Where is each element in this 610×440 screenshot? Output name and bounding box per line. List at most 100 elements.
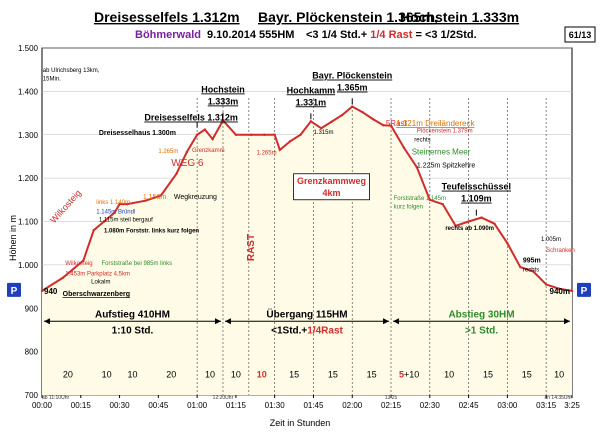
phase-title: Übergang 115HM [266, 307, 347, 320]
y-tick-label: 1.500 [18, 44, 39, 53]
segment-minutes: 20 [63, 370, 73, 380]
profile-point [113, 211, 116, 215]
y-tick-label: 1.400 [18, 87, 39, 96]
profile-point [250, 133, 253, 136]
segment-minutes: 20 [166, 370, 176, 380]
profile-point [320, 127, 323, 130]
y-tick-label: 700 [25, 391, 39, 400]
profile-point [175, 172, 178, 175]
peak-name: Hochstein [201, 84, 245, 94]
peak-elevation: 1.333m [208, 96, 239, 106]
segment-minutes: 10 [444, 370, 454, 380]
annotation: Forststraße 1.145m [394, 196, 446, 202]
segment-minutes: 15 [289, 370, 299, 380]
y-tick-label: 800 [25, 348, 39, 357]
profile-point [299, 133, 302, 136]
x-tick-label: 03:15 [536, 401, 557, 410]
x-tick-label: 03:00 [497, 401, 518, 410]
profile-point [92, 228, 95, 232]
segment-minutes: 15 [522, 370, 532, 380]
peak-elevation: 1.365m [337, 83, 368, 93]
profile-point [309, 120, 313, 123]
peak-elevation: 1.331m [296, 97, 327, 107]
peak-name: Bayr. Plöckenstein [312, 71, 392, 81]
profile-point [144, 199, 147, 202]
profile-point [382, 124, 385, 127]
segment-minutes: 10 [205, 370, 215, 380]
duration-main: <3 1/4 Std.+ [306, 29, 367, 41]
phase-duration: 1:10 Std. [112, 325, 154, 336]
profile-point [340, 114, 344, 117]
annotation: links 1.140m [96, 200, 130, 206]
endpoint-elevation: 940m [550, 287, 570, 296]
profile-point [454, 224, 457, 228]
elevation-line [41, 105, 573, 292]
profile-point [519, 265, 522, 269]
phase-title: Aufstieg 410HM [95, 309, 170, 320]
annotation: 1.321m Dreiländereck [396, 119, 475, 128]
annotation: 1.315m [313, 130, 333, 136]
profile-point [159, 194, 163, 197]
x-tick-label: 00:30 [110, 401, 131, 410]
elevation-area [42, 106, 572, 396]
route-distance: 4km [323, 188, 341, 198]
parking-badge-label: P [581, 286, 588, 297]
annotation: 1.145m Bründl [96, 210, 135, 216]
phase-arrow-right [214, 318, 221, 325]
profile-point [351, 105, 354, 108]
parking-badge [7, 282, 21, 297]
profile-point [402, 146, 406, 149]
x-tick-label: 00:00 [32, 401, 53, 410]
elevation-gain-label: 555HM [259, 29, 294, 41]
profile-point [288, 140, 292, 143]
x-tick-label: 02:00 [342, 401, 363, 410]
profile-point [211, 137, 214, 141]
phase-duration: <1Std.+1/4Rast [271, 325, 343, 336]
profile-point [195, 133, 199, 136]
page-number: 61/13 [569, 30, 592, 40]
y-tick-label: 900 [25, 304, 39, 313]
peak-name: Hochkamm [287, 85, 336, 95]
y-tick-label: 1.300 [18, 131, 39, 140]
x-tick-label: 01:30 [265, 401, 286, 410]
duration-total: = <3 1/2Std. [415, 29, 476, 41]
segment-minutes: 10 [102, 370, 112, 380]
annotation: 1.080m Forststr. links kurz folgen [104, 228, 199, 234]
annotation: rechts [414, 137, 430, 143]
title-part-3: Hochstein 1.333m [400, 9, 519, 25]
profile-point [467, 220, 470, 223]
profile-point [203, 128, 207, 131]
annotation: Schranken [546, 248, 575, 254]
clock-label: 13:25 [385, 395, 398, 401]
profile-point [493, 222, 496, 225]
profile-point [61, 276, 64, 280]
y-axis-label: Höhen in m [8, 215, 18, 261]
annotation: 1.225m Spitzkehre [417, 162, 475, 169]
profile-point [118, 202, 121, 206]
x-tick-label: 01:00 [187, 401, 208, 410]
title-part-1: Dreisesselfels 1.312m [94, 9, 240, 25]
route-box [293, 173, 370, 201]
clock-label: an 14:35Uhr [544, 395, 572, 401]
elevation-profile [40, 105, 574, 293]
peak-name: Dreisesselfels 1.312m [144, 113, 238, 123]
peak-elevation: 1.109m [461, 194, 492, 204]
parking-badge [577, 282, 591, 297]
annotation: ab Ulrichsberg 13km, [43, 68, 100, 74]
segment-minutes-mixed: 5+10 [399, 370, 419, 380]
segment-minutes: 10 [231, 370, 241, 380]
segment-walk-minutes: +10 [404, 370, 419, 380]
profile-point [544, 283, 548, 286]
phase-arrow-right [564, 318, 570, 325]
profile-point [126, 202, 129, 206]
duration-rest: 1/4 Rast [370, 29, 413, 41]
profile-point [102, 220, 106, 223]
annotation: 1.265m [158, 149, 178, 155]
annotation: Plöckenstein 1.379m [417, 129, 473, 135]
annotation: 1.453m Parkplatz 4,5km [65, 272, 130, 278]
route-name: Grenzkammweg [297, 176, 366, 186]
elevation-fill [42, 106, 572, 396]
profile-point [480, 216, 483, 219]
annotation: Wegkreuzung [174, 194, 217, 201]
profile-point [185, 150, 188, 154]
